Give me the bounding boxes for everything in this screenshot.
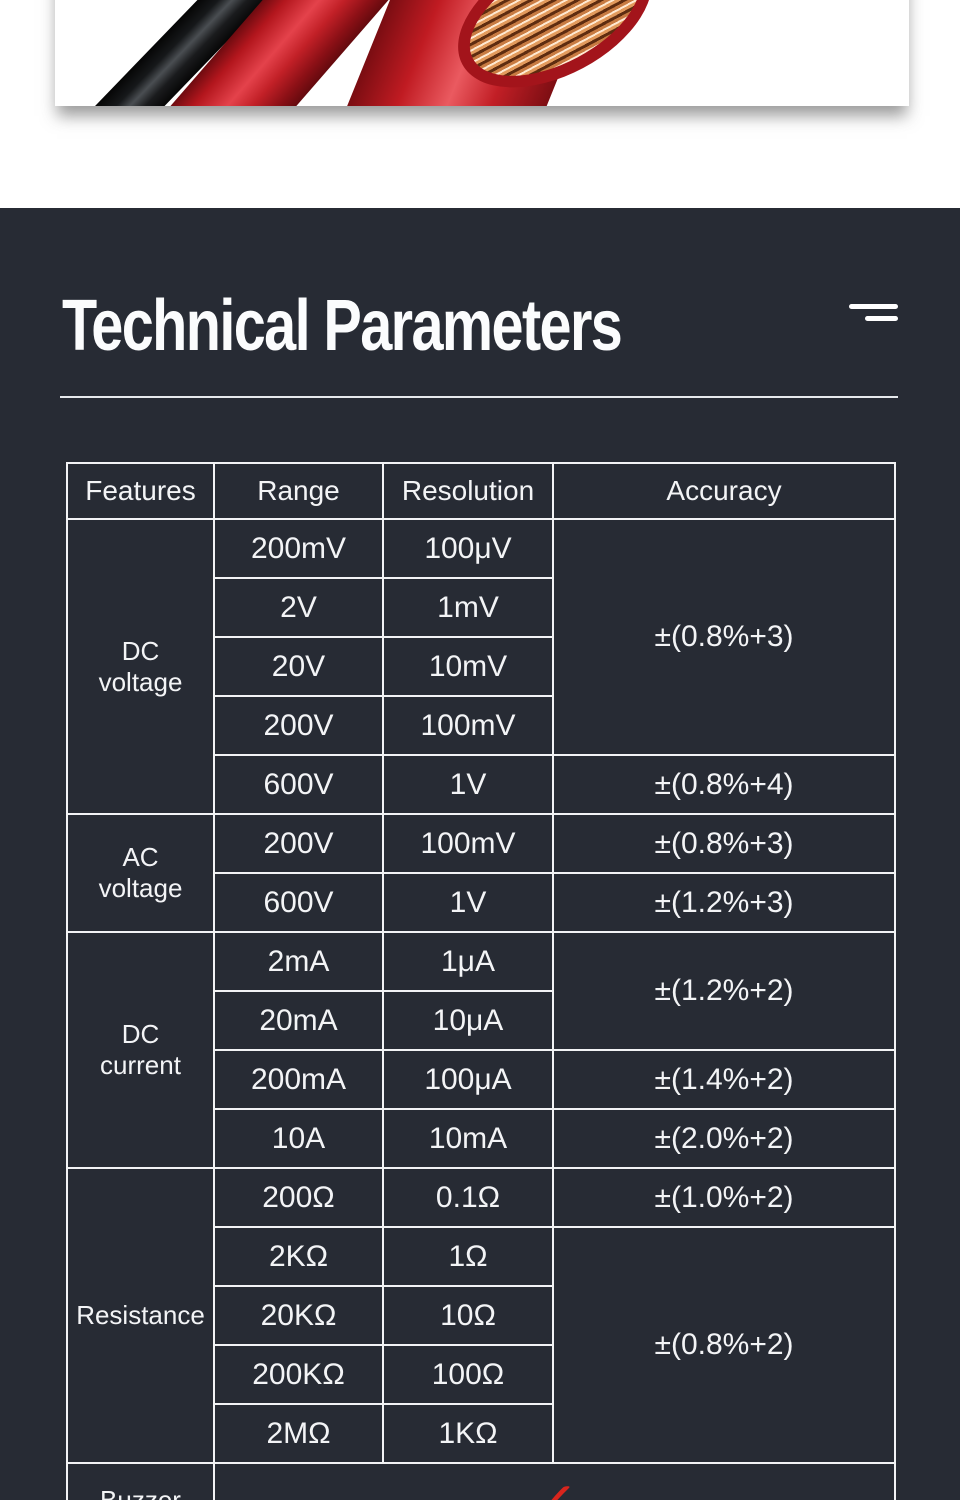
cell-range: 20KΩ (213, 1285, 384, 1346)
cell-resolution: 1KΩ (382, 1403, 554, 1464)
table-row: AC voltage 200V 100mV ±(0.8%+3) (66, 813, 896, 933)
cell-range: 200Ω (213, 1167, 384, 1228)
cell-resolution: 100μV (382, 518, 554, 579)
table-row: 20KΩ 10Ω (67, 1285, 895, 1346)
table-row: 2V 1mV (67, 577, 895, 638)
cell-resolution: 100Ω (382, 1344, 554, 1405)
cell-resolution: 0.1Ω (382, 1167, 554, 1228)
cell-range: 2KΩ (213, 1226, 384, 1287)
cell-buzzer-check: ✓ (213, 1462, 896, 1500)
cell-feature-resistance: Resistance (66, 1167, 215, 1464)
cell-range: 600V (213, 754, 384, 815)
cell-feature-dc-voltage: DC voltage (66, 518, 215, 815)
cell-accuracy: ±(0.8%+3) (552, 518, 896, 756)
cell-resolution: 10μA (382, 990, 554, 1051)
cell-range: 2V (213, 577, 384, 638)
cell-accuracy: ±(2.0%+2) (552, 1108, 896, 1169)
product-photo (55, 0, 909, 106)
cell-range: 20mA (213, 990, 384, 1051)
cell-resolution: 1μA (382, 931, 554, 992)
cell-resolution: 1mV (382, 577, 554, 638)
cell-resolution: 100mV (382, 813, 554, 874)
cell-accuracy: ±(1.2%+3) (552, 872, 896, 933)
red-check-icon: ✓ (529, 1468, 580, 1500)
cell-feature-buzzer: Buzzer (66, 1462, 215, 1500)
cell-resolution: 100μA (382, 1049, 554, 1110)
cell-accuracy: ±(0.8%+4) (552, 754, 896, 815)
cell-range: 2MΩ (213, 1403, 384, 1464)
cell-range: 10A (213, 1108, 384, 1169)
table-row: 200mA 100μA ±(1.4%+2) (67, 1049, 896, 1110)
cell-range: 200mV (213, 518, 384, 579)
table-row: Resistance 200Ω 0.1Ω ±(1.0%+2) (66, 1167, 896, 1464)
cell-resolution: 1Ω (382, 1226, 554, 1287)
menu-icon (849, 304, 898, 324)
cell-accuracy: ±(1.0%+2) (552, 1167, 896, 1228)
table-row: 600V 1V ±(1.2%+3) (67, 872, 896, 933)
cell-range: 200V (213, 695, 384, 756)
table-row: 20mA 10μA (67, 990, 895, 1051)
table-row: Buzzer ✓ (66, 1462, 896, 1500)
col-header-resolution: Resolution (382, 462, 554, 520)
col-header-accuracy: Accuracy (552, 462, 896, 520)
table-row: DC voltage 200mV 100μV ±(0.8%+3) (66, 518, 896, 815)
menu-icon-bar-bottom (865, 316, 898, 321)
table-row: 2KΩ 1Ω ±(0.8%+2) (67, 1226, 896, 1464)
section-title: Technical Parameters (62, 286, 623, 366)
cell-accuracy: ±(0.8%+2) (552, 1226, 896, 1464)
cell-range: 200mA (213, 1049, 384, 1110)
cell-resolution: 1V (382, 872, 554, 933)
table-row: 600V 1V ±(0.8%+4) (67, 754, 896, 815)
technical-parameters-table: Features Range Resolution Accuracy DC vo… (66, 462, 896, 1500)
title-underline (60, 396, 898, 398)
menu-icon-bar-top (849, 304, 898, 309)
cell-resolution: 10mV (382, 636, 554, 697)
cell-resolution: 100mV (382, 695, 554, 756)
cell-accuracy: ±(1.2%+2) (552, 931, 896, 1051)
table-row: 200KΩ 100Ω (67, 1344, 895, 1405)
cell-range: 600V (213, 872, 384, 933)
cell-feature-dc-current: DC current (66, 931, 215, 1169)
cell-resolution: 10Ω (382, 1285, 554, 1346)
cell-resolution: 10mA (382, 1108, 554, 1169)
cell-range: 200KΩ (213, 1344, 384, 1405)
table-row: 20V 10mV (67, 636, 895, 697)
cell-range: 20V (213, 636, 384, 697)
table-header-row: Features Range Resolution Accuracy (66, 462, 896, 520)
table-row: DC current 2mA 1μA ±(1.2%+2) (66, 931, 896, 1169)
cell-accuracy: ±(0.8%+3) (552, 813, 896, 874)
cell-range: 200V (213, 813, 384, 874)
table-row: 2MΩ 1KΩ (67, 1403, 895, 1464)
cell-accuracy: ±(1.4%+2) (552, 1049, 896, 1110)
cell-resolution: 1V (382, 754, 554, 815)
col-header-features: Features (66, 462, 215, 520)
col-header-range: Range (213, 462, 384, 520)
cell-feature-ac-voltage: AC voltage (66, 813, 215, 933)
table-row: 10A 10mA ±(2.0%+2) (67, 1108, 896, 1169)
cell-range: 2mA (213, 931, 384, 992)
table-row: 200V 100mV (67, 695, 895, 756)
